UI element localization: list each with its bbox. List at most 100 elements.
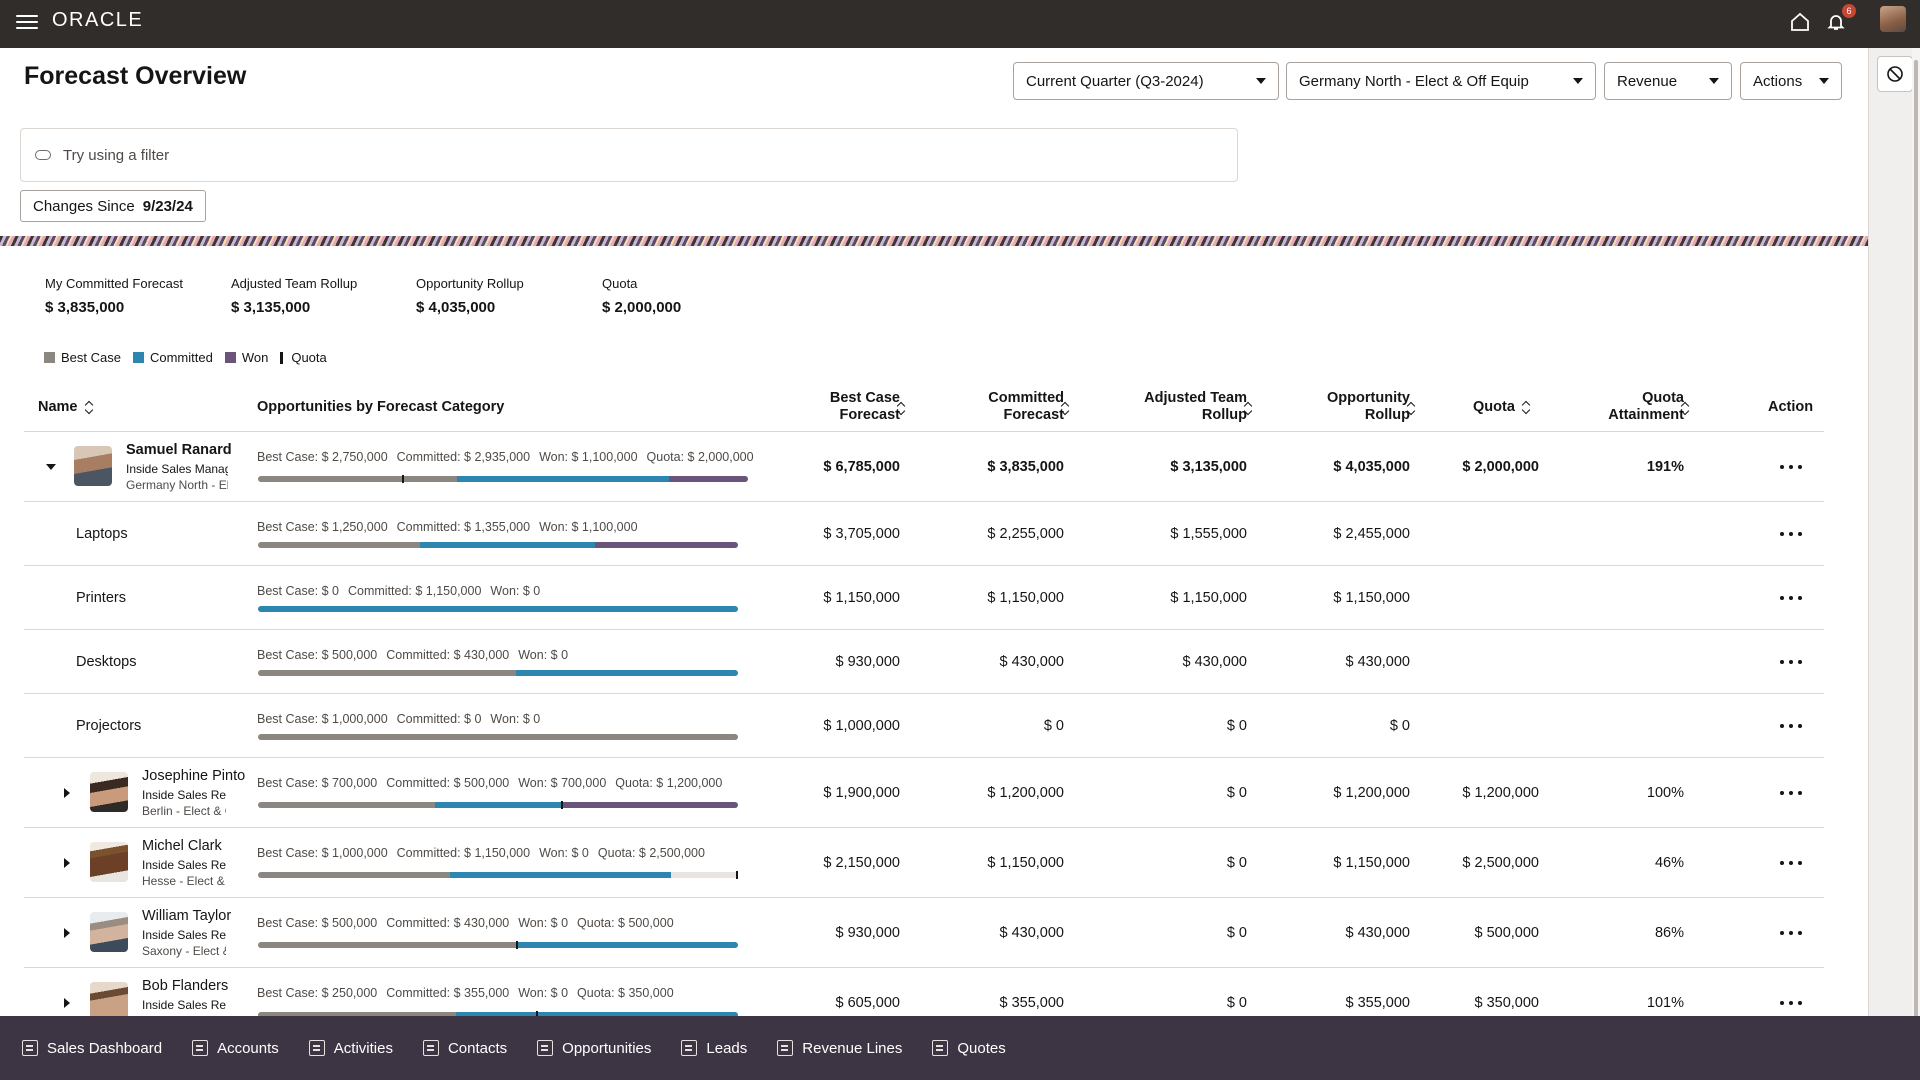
- table-row-rep[interactable]: Bob Flanders Inside Sales Repres Best Ca…: [24, 968, 1824, 1038]
- table-row-category[interactable]: Desktops Best Case: $ 500,000 Committed: …: [24, 630, 1824, 694]
- table-row-rep[interactable]: Michel Clark Inside Sales Repres Hesse -…: [24, 828, 1824, 898]
- bar-segment-best-case: [258, 942, 516, 948]
- row-actions-icon[interactable]: [1780, 723, 1802, 729]
- row-actions-icon[interactable]: [1780, 860, 1802, 866]
- scrollbar-thumb[interactable]: [1914, 60, 1918, 1020]
- sort-icon[interactable]: [898, 401, 906, 415]
- forecast-bar: [258, 476, 748, 482]
- collapse-chevron-icon[interactable]: [46, 464, 56, 470]
- summary-value: $ 4,035,000: [416, 299, 496, 316]
- col-best-case-forecast[interactable]: Best Case Forecast: [829, 390, 900, 423]
- table-row-rep[interactable]: Josephine Pinto Inside Sales Repres Berl…: [24, 758, 1824, 828]
- opportunity-summary: Best Case: $ 1,250,000 Committed: $ 1,355…: [257, 520, 638, 534]
- opportunity-summary: Best Case: $ 1,000,000 Committed: $ 1,150…: [257, 846, 705, 860]
- person-name[interactable]: William Taylor: [142, 908, 232, 924]
- table-row-manager[interactable]: Samuel Ranard Inside Sales Manager Germa…: [24, 432, 1824, 502]
- user-avatar[interactable]: [1880, 6, 1906, 32]
- chevron-down-icon: [1819, 78, 1829, 84]
- expand-chevron-icon[interactable]: [64, 998, 70, 1008]
- hamburger-menu-icon[interactable]: [16, 11, 38, 31]
- person-territory: Germany North - Elec: [126, 478, 228, 492]
- col-adjusted-team-rollup[interactable]: Adjusted Team Rollup: [1144, 390, 1247, 423]
- col-name[interactable]: Name: [38, 399, 94, 416]
- territory-select-value: Germany North - Elect & Off Equip: [1299, 72, 1529, 90]
- bottom-navigation: Sales Dashboard Accounts Activities Cont…: [0, 1016, 1920, 1080]
- expand-chevron-icon[interactable]: [64, 788, 70, 798]
- opportunity-rollup: $ 4,035,000: [1333, 459, 1410, 475]
- filter-input[interactable]: Try using a filter: [20, 128, 1238, 182]
- avatar: [90, 772, 128, 812]
- nav-leads[interactable]: Leads: [681, 1040, 747, 1057]
- summary-label: My Committed Forecast: [45, 276, 183, 291]
- quota-value: $ 1,200,000: [1462, 785, 1539, 801]
- table-row-rep[interactable]: William Taylor Inside Sales Repres Saxon…: [24, 898, 1824, 968]
- col-committed-forecast[interactable]: Committed Forecast: [988, 390, 1064, 423]
- summary-committed-forecast: My Committed Forecast $ 3,835,000: [45, 276, 183, 316]
- measure-select-value: Revenue: [1617, 72, 1678, 90]
- notifications-bell-icon[interactable]: 6: [1822, 4, 1856, 36]
- row-actions-icon[interactable]: [1780, 930, 1802, 936]
- row-actions-icon[interactable]: [1780, 464, 1802, 470]
- row-actions-icon[interactable]: [1780, 1000, 1802, 1006]
- filter-placeholder: Try using a filter: [63, 146, 170, 164]
- col-quota[interactable]: Quota: [1473, 399, 1531, 416]
- committed-forecast: $ 430,000: [999, 925, 1064, 941]
- row-actions-icon[interactable]: [1780, 595, 1802, 601]
- quota-marker: [561, 801, 563, 809]
- sort-icon[interactable]: [1062, 401, 1070, 415]
- row-actions-icon[interactable]: [1780, 531, 1802, 537]
- quota-attainment: 101%: [1646, 995, 1684, 1011]
- expand-chevron-icon[interactable]: [64, 928, 70, 938]
- person-name[interactable]: Samuel Ranard: [126, 442, 232, 458]
- top-bar: ORACLE 6: [0, 0, 1920, 48]
- bar-segment-won: [595, 542, 738, 548]
- table-row-category[interactable]: Projectors Best Case: $ 1,000,000 Committ…: [24, 694, 1824, 758]
- nav-activities[interactable]: Activities: [308, 1040, 393, 1057]
- table-header: Name Opportunities by Forecast Category …: [24, 384, 1824, 432]
- person-name[interactable]: Michel Clark: [142, 838, 222, 854]
- handshake-icon: [681, 1040, 698, 1056]
- row-actions-icon[interactable]: [1780, 790, 1802, 796]
- opportunity-summary: Best Case: $ 500,000 Committed: $ 430,000…: [257, 648, 569, 662]
- nav-sales-dashboard[interactable]: Sales Dashboard: [22, 1040, 162, 1057]
- measure-select[interactable]: Revenue: [1604, 62, 1732, 100]
- quota-value: $ 2,500,000: [1462, 855, 1539, 871]
- territory-select[interactable]: Germany North - Elect & Off Equip: [1286, 62, 1596, 100]
- building-icon: [192, 1040, 209, 1056]
- notification-count-badge: 6: [1842, 4, 1856, 18]
- sort-icon[interactable]: [1245, 401, 1253, 415]
- committed-forecast: $ 2,255,000: [987, 526, 1064, 542]
- committed-forecast: $ 1,200,000: [987, 785, 1064, 801]
- nav-contacts[interactable]: Contacts: [422, 1040, 507, 1057]
- person-name[interactable]: Josephine Pinto: [142, 768, 246, 784]
- changes-since-date: 9/23/24: [142, 197, 193, 215]
- category-name: Laptops: [76, 526, 128, 542]
- sort-icon[interactable]: [1682, 401, 1690, 415]
- nav-revenue-lines[interactable]: Revenue Lines: [777, 1040, 902, 1057]
- nav-opportunities[interactable]: Opportunities: [537, 1040, 651, 1057]
- bar-segment-best-case: [258, 802, 435, 808]
- period-select[interactable]: Current Quarter (Q3-2024): [1013, 62, 1279, 100]
- actions-menu-button[interactable]: Actions: [1740, 62, 1842, 100]
- table-row-category[interactable]: Printers Best Case: $ 0 Committed: $ 1,15…: [24, 566, 1824, 630]
- expand-chevron-icon[interactable]: [64, 858, 70, 868]
- person-name[interactable]: Bob Flanders: [142, 978, 229, 994]
- opportunity-summary: Best Case: $ 1,000,000 Committed: $ 0 Won:…: [257, 712, 541, 726]
- person-territory: Hesse - Elect & Off: [142, 874, 226, 888]
- block-icon: [1887, 66, 1903, 82]
- best-case-forecast: $ 3,705,000: [823, 526, 900, 542]
- summary-value: $ 3,835,000: [45, 299, 125, 316]
- col-quota-attainment[interactable]: Quota Attainment: [1608, 390, 1684, 423]
- sort-icon[interactable]: [1408, 401, 1416, 415]
- col-opportunity-rollup[interactable]: Opportunity Rollup: [1327, 390, 1410, 423]
- changes-since-chip[interactable]: Changes Since 9/23/24: [20, 190, 206, 222]
- committed-forecast[interactable]: $ 3,835,000: [987, 459, 1064, 475]
- table-row-category[interactable]: Laptops Best Case: $ 1,250,000 Committed:…: [24, 502, 1824, 566]
- panel-toggle-button[interactable]: [1877, 56, 1913, 92]
- home-icon[interactable]: [1786, 8, 1814, 36]
- nav-accounts[interactable]: Accounts: [192, 1040, 279, 1057]
- row-actions-icon[interactable]: [1780, 659, 1802, 665]
- nav-quotes[interactable]: Quotes: [932, 1040, 1006, 1057]
- opportunity-summary: Best Case: $ 250,000 Committed: $ 355,000…: [257, 986, 674, 1000]
- forecast-bar: [258, 542, 738, 548]
